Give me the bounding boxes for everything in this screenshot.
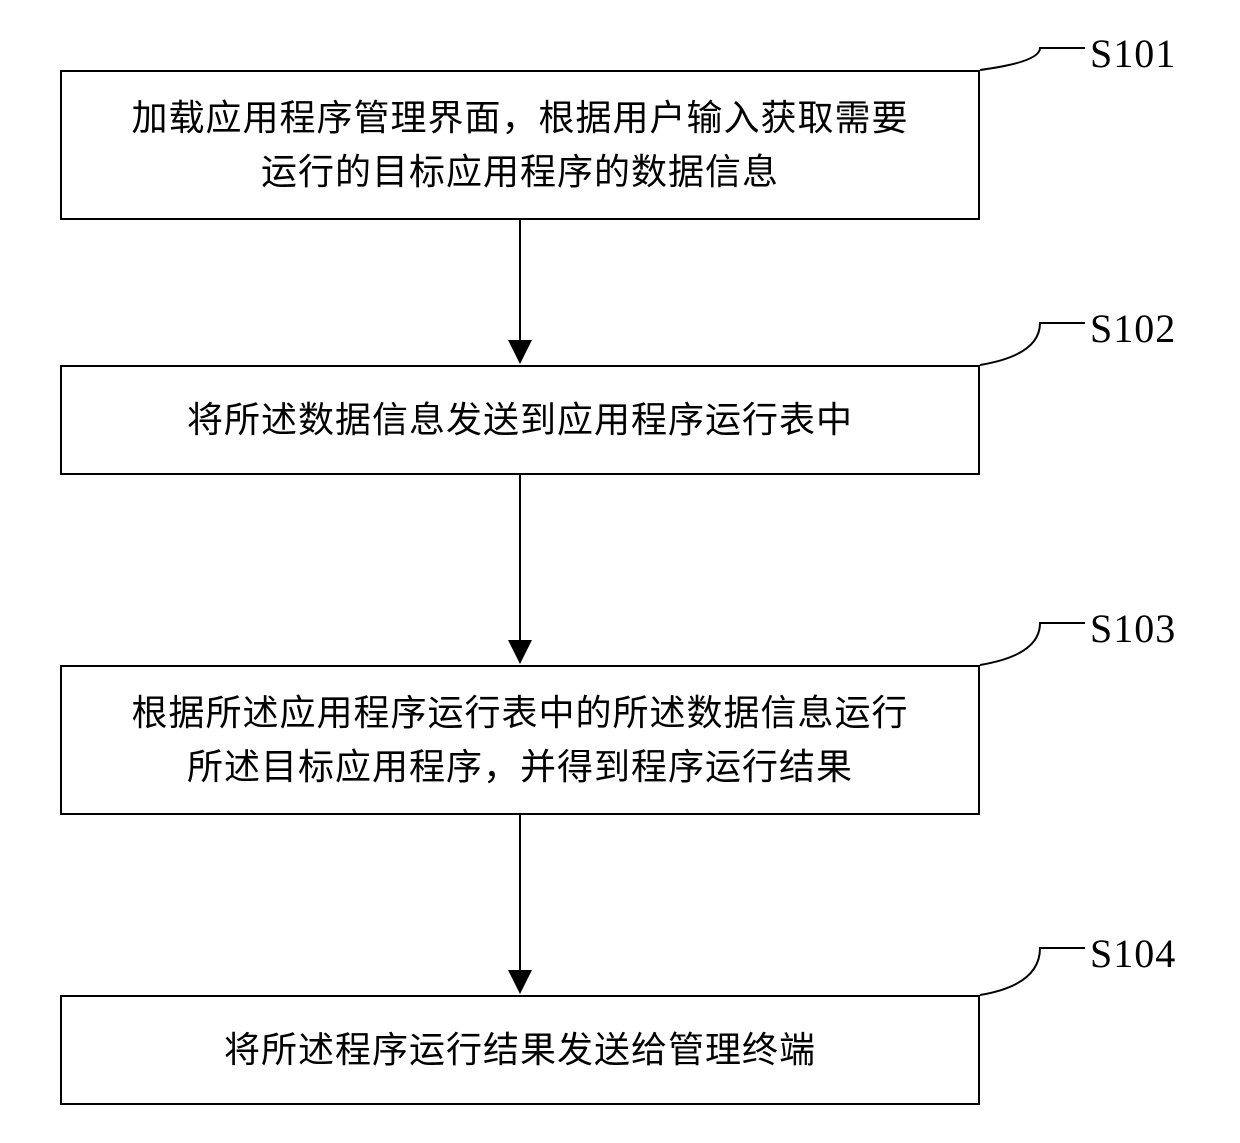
flow-step-text: 根据所述应用程序运行表中的所述数据信息运行所述目标应用程序，并得到程序运行结果 xyxy=(131,686,908,794)
step-label-s102: S102 xyxy=(1090,305,1176,352)
step-label-s104: S104 xyxy=(1090,930,1176,977)
leader-line xyxy=(980,623,1085,665)
flow-step-s104: 将所述程序运行结果发送给管理终端 xyxy=(60,995,980,1105)
leader-line xyxy=(980,323,1085,365)
flow-step-text: 将所述数据信息发送到应用程序运行表中 xyxy=(187,393,853,447)
flow-step-text: 将所述程序运行结果发送给管理终端 xyxy=(224,1023,816,1077)
leader-line xyxy=(980,48,1085,70)
leader-line xyxy=(980,948,1085,995)
flow-step-s103: 根据所述应用程序运行表中的所述数据信息运行所述目标应用程序，并得到程序运行结果 xyxy=(60,665,980,815)
flow-step-text: 加载应用程序管理界面，根据用户输入获取需要运行的目标应用程序的数据信息 xyxy=(131,91,908,199)
step-label-s103: S103 xyxy=(1090,605,1176,652)
flow-step-s101: 加载应用程序管理界面，根据用户输入获取需要运行的目标应用程序的数据信息 xyxy=(60,70,980,220)
step-label-s101: S101 xyxy=(1090,30,1176,77)
flow-step-s102: 将所述数据信息发送到应用程序运行表中 xyxy=(60,365,980,475)
